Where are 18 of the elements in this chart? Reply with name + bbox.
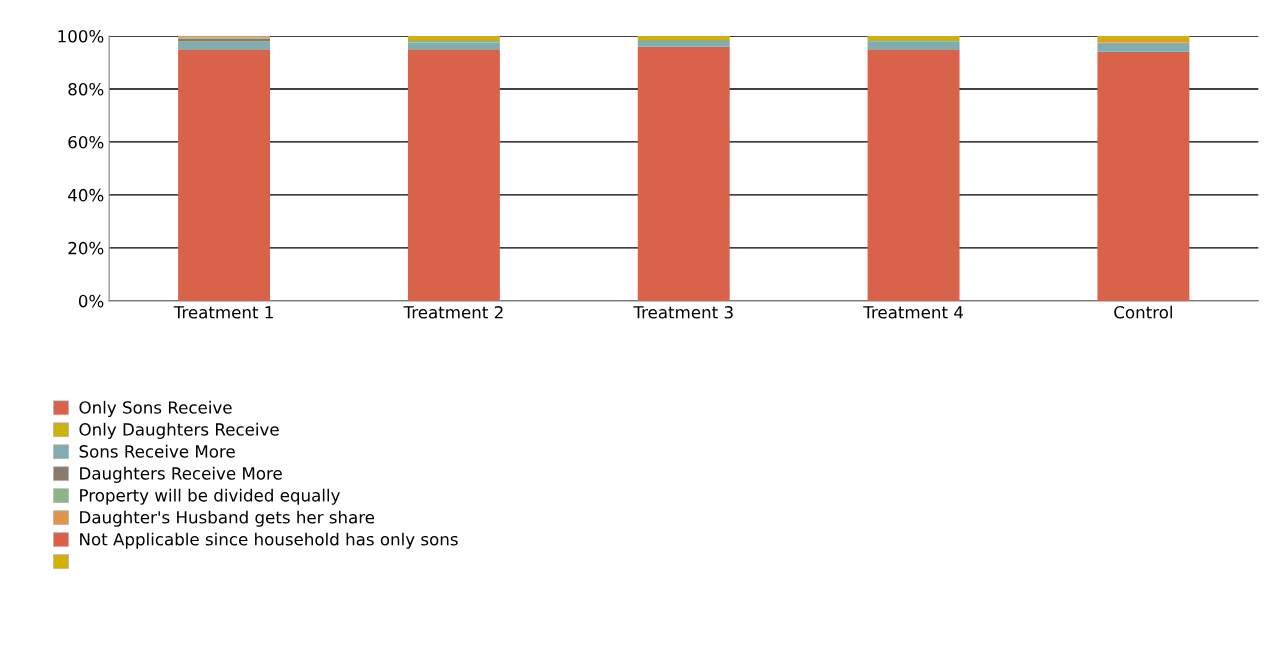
legend-label: Daughters Receive More (80, 466, 282, 483)
legend-label: Not Applicable since household has only sons (80, 532, 458, 549)
x-tick-label: Control (1114, 305, 1172, 319)
legend-label: Daughter's Husband gets her share (80, 510, 375, 527)
legend-label: Property will be divided equally (80, 488, 340, 505)
x-tick-label: Treatment 1 (173, 306, 273, 319)
y-tick-label: 100% (58, 29, 104, 43)
legend-label: Only Daughters Receive (79, 422, 279, 439)
x-tick-label: Treatment 3 (633, 306, 733, 319)
y-tick-label: 80% (68, 82, 104, 96)
x-tick-label: Treatment 4 (863, 306, 963, 319)
x-tick-label: Treatment 2 (403, 306, 503, 319)
y-tick-label: 60% (68, 135, 104, 149)
y-tick-label: 0% (78, 294, 104, 308)
y-tick-label: 40% (68, 188, 104, 202)
y-tick-label: 20% (68, 241, 104, 255)
legend-label: Sons Receive More (79, 444, 235, 458)
legend-label: Only Sons Receive (79, 400, 232, 417)
